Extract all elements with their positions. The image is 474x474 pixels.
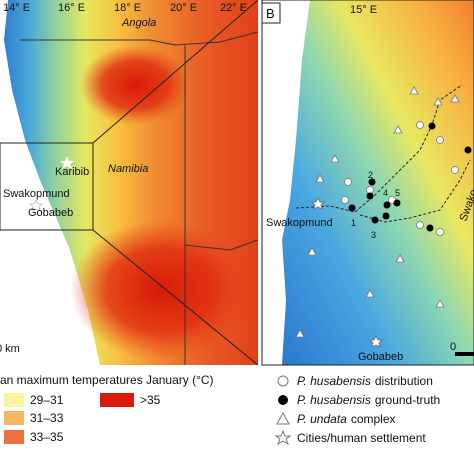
town-label: Karibib (55, 166, 89, 178)
legend-title: an maximum temperatures January (°C) (0, 373, 214, 387)
site-label: 2 (368, 170, 373, 180)
legend-symbol (278, 395, 288, 405)
river-track (295, 84, 471, 223)
city-star (60, 156, 74, 169)
panel-tag (261, 2, 281, 24)
species: P. husabensis (297, 374, 371, 388)
inset-line (92, 0, 259, 144)
town-label: Swakopmund (266, 217, 333, 229)
scale-label: 0 (450, 341, 456, 353)
legend-class: 33–35 (30, 430, 64, 444)
longitude-label: 15° E (350, 4, 377, 16)
legend-class: 31–33 (30, 411, 64, 425)
site-label: 5 (395, 188, 400, 198)
legend-entry: Cities/human settlement (297, 431, 426, 445)
ground-truth-points (348, 122, 472, 232)
border (184, 45, 259, 365)
longitude-label: 18° E (114, 2, 141, 14)
entry-text: distribution (375, 374, 433, 388)
city-star (310, 196, 326, 210)
species: P. undata (297, 412, 347, 426)
legend-entry: P. undata complex (297, 412, 396, 426)
legend-swatch (4, 411, 24, 425)
inset-line (92, 229, 259, 366)
legend-symbol (277, 375, 289, 387)
legend-symbol (274, 429, 292, 446)
hot-area (80, 45, 190, 125)
city-star (29, 199, 43, 212)
hot-area (70, 220, 250, 360)
longitude-label: 16° E (58, 2, 85, 14)
site-label: 3 (371, 230, 376, 240)
scale-label: 0 km (0, 343, 20, 355)
legend-swatch (4, 430, 24, 444)
longitude-label: 20° E (170, 2, 197, 14)
town-label: Gobabeb (358, 351, 403, 363)
land (282, 0, 474, 365)
panel-b: B 15° E Swakopmund Gobabeb Swako 0 1 2 3… (261, 0, 474, 366)
city-star (368, 334, 384, 348)
species: P. husabensis (297, 393, 371, 407)
country-label: Angola (121, 17, 156, 29)
legend-entry: P. husabensis distribution (297, 374, 433, 388)
longitude-label: 14° E (3, 2, 30, 14)
panel-label: B (266, 6, 275, 21)
legend: an maximum temperatures January (°C) 29–… (0, 373, 440, 446)
scale-bar (455, 352, 474, 356)
legend-symbol (276, 411, 290, 425)
legend-swatch (100, 393, 134, 407)
entry-text: complex (351, 412, 396, 426)
site-label: 1 (351, 218, 356, 228)
inset-box (0, 142, 94, 231)
town-label: Gobabeb (28, 207, 73, 219)
town-label: Swakopmund (3, 188, 70, 200)
distribution-points (341, 121, 459, 236)
legend-class: 29–31 (30, 393, 64, 407)
longitude-label: 22° E (220, 2, 247, 14)
legend-entry: P. husabensis ground-truth (297, 393, 440, 407)
country-label: Namibia (108, 163, 148, 175)
panel-frame (261, 0, 474, 366)
border (20, 31, 259, 46)
legend-class: >35 (140, 393, 161, 407)
entry-text: ground-truth (375, 393, 440, 407)
site-label: 4 (383, 188, 388, 198)
panel-a: 14° E 16° E 18° E 20° E 22° E Angola Nam… (0, 0, 259, 366)
legend-swatch (4, 393, 24, 407)
undata-points (295, 86, 460, 338)
